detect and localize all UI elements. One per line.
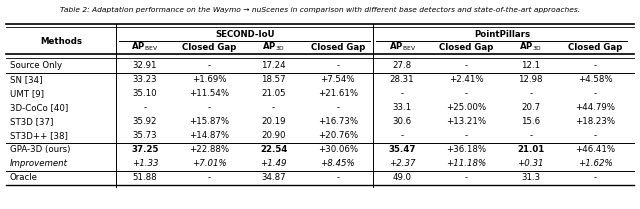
Text: -: - <box>465 89 468 98</box>
Text: 35.73: 35.73 <box>132 131 157 140</box>
Text: -: - <box>336 61 339 70</box>
Text: +7.54%: +7.54% <box>321 75 355 84</box>
Text: 12.98: 12.98 <box>518 75 543 84</box>
Text: 18.57: 18.57 <box>261 75 286 84</box>
Text: 49.0: 49.0 <box>393 173 412 182</box>
Text: 22.54: 22.54 <box>260 145 287 154</box>
Text: 21.01: 21.01 <box>517 145 545 154</box>
Text: -: - <box>465 61 468 70</box>
Text: +46.41%: +46.41% <box>575 145 615 154</box>
Text: SN [34]: SN [34] <box>10 75 42 84</box>
Text: -: - <box>208 173 211 182</box>
Text: -: - <box>336 103 339 112</box>
Text: +8.45%: +8.45% <box>321 159 355 168</box>
Text: 33.1: 33.1 <box>392 103 412 112</box>
Text: -: - <box>272 103 275 112</box>
Text: +36.18%: +36.18% <box>446 145 486 154</box>
Text: Methods: Methods <box>40 37 83 46</box>
Text: -: - <box>208 61 211 70</box>
Text: 35.92: 35.92 <box>132 117 157 126</box>
Text: Improvement: Improvement <box>10 159 68 168</box>
Text: -: - <box>593 131 596 140</box>
Text: +13.21%: +13.21% <box>446 117 486 126</box>
Text: AP$_{\mathrm{3D}}$: AP$_{\mathrm{3D}}$ <box>262 41 285 54</box>
Text: +4.58%: +4.58% <box>578 75 612 84</box>
Text: -: - <box>401 89 404 98</box>
Text: 34.87: 34.87 <box>261 173 286 182</box>
Text: 20.7: 20.7 <box>521 103 540 112</box>
Text: -: - <box>529 89 532 98</box>
Text: SECOND-IoU: SECOND-IoU <box>215 30 275 39</box>
Text: 31.3: 31.3 <box>521 173 540 182</box>
Text: 35.10: 35.10 <box>132 89 157 98</box>
Text: 21.05: 21.05 <box>261 89 286 98</box>
Text: UMT [9]: UMT [9] <box>10 89 44 98</box>
Text: AP$_{\mathrm{BEV}}$: AP$_{\mathrm{BEV}}$ <box>388 41 416 54</box>
Text: +14.87%: +14.87% <box>189 131 229 140</box>
Text: 3D-CoCo [40]: 3D-CoCo [40] <box>10 103 68 112</box>
Text: +18.23%: +18.23% <box>575 117 615 126</box>
Text: Source Only: Source Only <box>10 61 61 70</box>
Text: +0.31: +0.31 <box>518 159 544 168</box>
Text: +15.87%: +15.87% <box>189 117 229 126</box>
Text: -: - <box>401 131 404 140</box>
Text: +11.18%: +11.18% <box>446 159 486 168</box>
Text: 17.24: 17.24 <box>261 61 286 70</box>
Text: 28.31: 28.31 <box>390 75 415 84</box>
Text: -: - <box>336 173 339 182</box>
Text: -: - <box>465 131 468 140</box>
Text: +1.33: +1.33 <box>132 159 158 168</box>
Text: 35.47: 35.47 <box>388 145 416 154</box>
Text: +1.62%: +1.62% <box>578 159 612 168</box>
Text: 33.23: 33.23 <box>132 75 157 84</box>
Text: -: - <box>465 173 468 182</box>
Text: -: - <box>143 103 147 112</box>
Text: 27.8: 27.8 <box>392 61 412 70</box>
Text: ST3D++ [38]: ST3D++ [38] <box>10 131 67 140</box>
Text: +16.73%: +16.73% <box>318 117 358 126</box>
Text: +25.00%: +25.00% <box>446 103 486 112</box>
Text: 51.88: 51.88 <box>132 173 157 182</box>
Text: +1.49: +1.49 <box>260 159 287 168</box>
Text: 30.6: 30.6 <box>392 117 412 126</box>
Text: Closed Gap: Closed Gap <box>439 43 493 52</box>
Text: Closed Gap: Closed Gap <box>182 43 237 52</box>
Text: PointPillars: PointPillars <box>474 30 530 39</box>
Text: -: - <box>529 131 532 140</box>
Text: +7.01%: +7.01% <box>192 159 227 168</box>
Text: Closed Gap: Closed Gap <box>568 43 622 52</box>
Text: Closed Gap: Closed Gap <box>310 43 365 52</box>
Text: GPA-3D (ours): GPA-3D (ours) <box>10 145 70 154</box>
Text: +2.37: +2.37 <box>389 159 415 168</box>
Text: ST3D [37]: ST3D [37] <box>10 117 53 126</box>
Text: +20.76%: +20.76% <box>318 131 358 140</box>
Text: +1.69%: +1.69% <box>192 75 227 84</box>
Text: 15.6: 15.6 <box>521 117 540 126</box>
Text: 32.91: 32.91 <box>132 61 157 70</box>
Text: AP$_{\mathrm{BEV}}$: AP$_{\mathrm{BEV}}$ <box>131 41 159 54</box>
Text: +21.61%: +21.61% <box>318 89 358 98</box>
Text: +22.88%: +22.88% <box>189 145 229 154</box>
Text: +30.06%: +30.06% <box>318 145 358 154</box>
Text: 37.25: 37.25 <box>131 145 159 154</box>
Text: Oracle: Oracle <box>10 173 38 182</box>
Text: 20.90: 20.90 <box>261 131 286 140</box>
Text: Table 2: Adaptation performance on the Waymo → nuScenes in comparison with diffe: Table 2: Adaptation performance on the W… <box>60 7 580 13</box>
Text: +44.79%: +44.79% <box>575 103 615 112</box>
Text: -: - <box>593 173 596 182</box>
Text: +11.54%: +11.54% <box>189 89 229 98</box>
Text: -: - <box>593 89 596 98</box>
Text: -: - <box>208 103 211 112</box>
Text: AP$_{\mathrm{3D}}$: AP$_{\mathrm{3D}}$ <box>519 41 542 54</box>
Text: 20.19: 20.19 <box>261 117 286 126</box>
Text: -: - <box>593 61 596 70</box>
Text: 12.1: 12.1 <box>521 61 540 70</box>
Text: +2.41%: +2.41% <box>449 75 484 84</box>
